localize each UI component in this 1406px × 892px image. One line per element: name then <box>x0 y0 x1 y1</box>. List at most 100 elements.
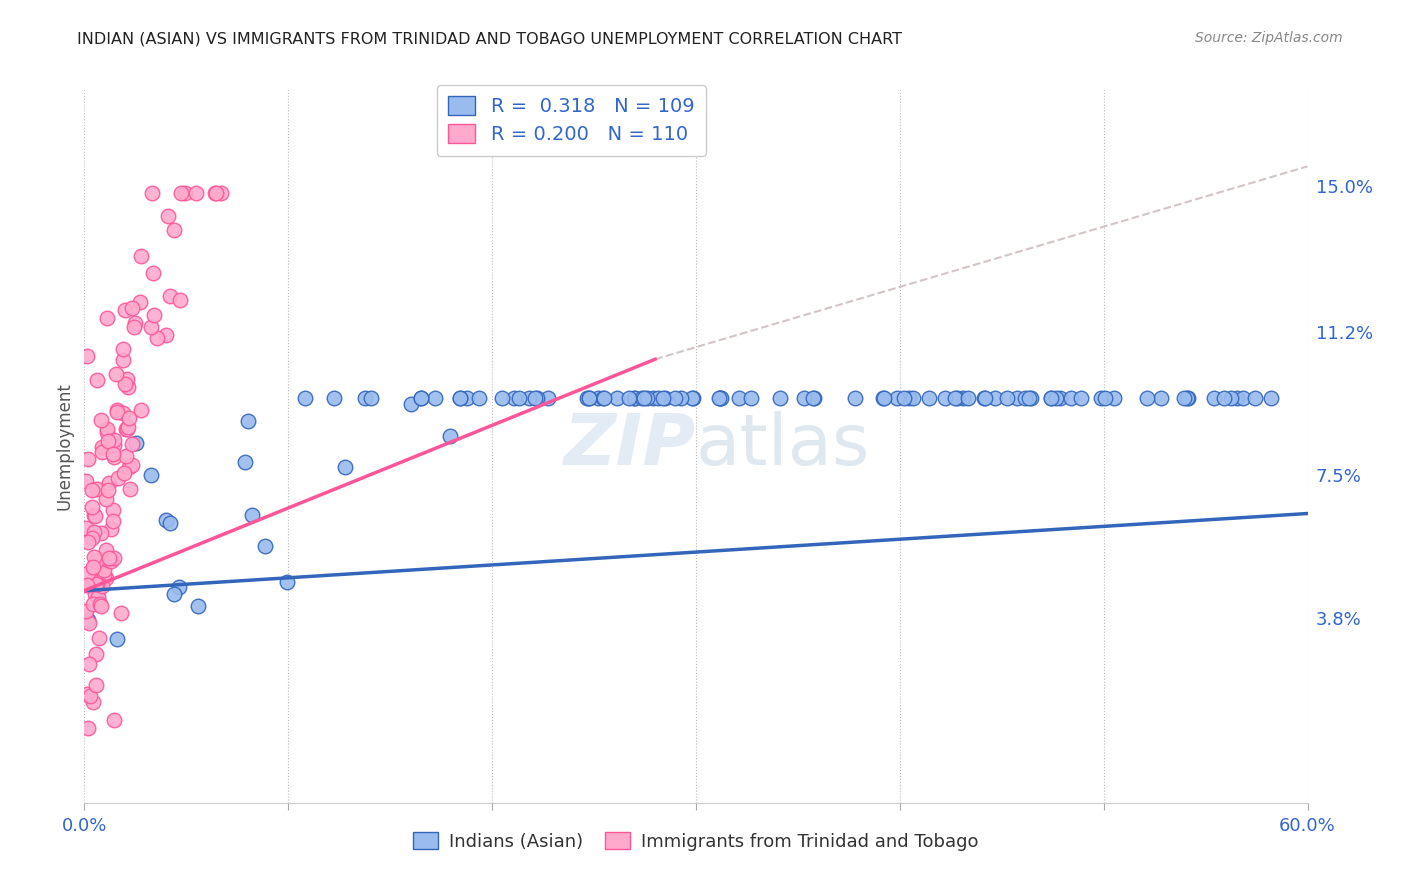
Point <box>727 391 749 405</box>
Point <box>155 513 177 527</box>
Point <box>100 522 122 536</box>
Point <box>124 316 146 330</box>
Point <box>1049 391 1071 405</box>
Point <box>1005 391 1028 405</box>
Point <box>170 186 193 201</box>
Point <box>117 419 139 434</box>
Point <box>1040 391 1063 405</box>
Point <box>86 373 108 387</box>
Point <box>118 410 141 425</box>
Point <box>651 391 673 405</box>
Point <box>204 186 226 201</box>
Point <box>526 391 548 405</box>
Point <box>75 521 97 535</box>
Point <box>75 605 97 619</box>
Point <box>76 349 98 363</box>
Point <box>803 391 825 405</box>
Point <box>401 397 423 411</box>
Point <box>84 558 107 572</box>
Point <box>425 391 447 405</box>
Point <box>333 460 356 475</box>
Point <box>77 721 100 735</box>
Point <box>103 713 125 727</box>
Point <box>709 391 731 405</box>
Point <box>118 460 141 475</box>
Point <box>75 475 97 489</box>
Point <box>184 186 207 201</box>
Point <box>681 391 703 405</box>
Point <box>240 508 263 523</box>
Point <box>104 367 127 381</box>
Point <box>1202 391 1225 405</box>
Point <box>952 391 974 405</box>
Point <box>77 451 100 466</box>
Point <box>523 391 546 405</box>
Text: ZIP: ZIP <box>564 411 696 481</box>
Point <box>449 391 471 405</box>
Point <box>96 425 118 439</box>
Point <box>769 391 792 405</box>
Point <box>84 554 107 568</box>
Point <box>1260 391 1282 405</box>
Point <box>82 500 104 514</box>
Point <box>623 391 645 405</box>
Point <box>76 687 98 701</box>
Point <box>105 403 128 417</box>
Point <box>873 391 896 405</box>
Point <box>1150 391 1173 405</box>
Text: INDIAN (ASIAN) VS IMMIGRANTS FROM TRINIDAD AND TOBAGO UNEMPLOYMENT CORRELATION C: INDIAN (ASIAN) VS IMMIGRANTS FROM TRINID… <box>77 31 903 46</box>
Point <box>508 391 530 405</box>
Text: Source: ZipAtlas.com: Source: ZipAtlas.com <box>1195 31 1343 45</box>
Point <box>107 471 129 485</box>
Point <box>578 391 600 405</box>
Point <box>456 391 478 405</box>
Point <box>90 413 112 427</box>
Point <box>623 391 645 405</box>
Point <box>636 391 658 405</box>
Point <box>139 468 162 483</box>
Point <box>100 554 122 568</box>
Point <box>943 391 966 405</box>
Point <box>491 391 513 405</box>
Point <box>90 445 112 459</box>
Point <box>145 331 167 345</box>
Point <box>893 391 915 405</box>
Point <box>115 422 138 436</box>
Text: atlas: atlas <box>696 411 870 481</box>
Point <box>411 391 433 405</box>
Point <box>1045 391 1067 405</box>
Point <box>94 492 117 507</box>
Point <box>114 302 136 317</box>
Point <box>1090 391 1112 405</box>
Point <box>103 450 125 464</box>
Point <box>94 542 117 557</box>
Point <box>86 585 108 599</box>
Point <box>946 391 969 405</box>
Point <box>84 678 107 692</box>
Point <box>105 632 128 646</box>
Point <box>111 343 134 357</box>
Point <box>163 587 186 601</box>
Point <box>1060 391 1083 405</box>
Point <box>1173 391 1195 405</box>
Point <box>204 186 226 201</box>
Point <box>86 577 108 591</box>
Point <box>124 435 146 450</box>
Point <box>502 391 524 405</box>
Point <box>82 559 104 574</box>
Point <box>669 391 692 405</box>
Point <box>294 391 316 405</box>
Point <box>89 597 111 611</box>
Point <box>124 320 146 334</box>
Point <box>101 515 124 529</box>
Point <box>934 391 956 405</box>
Point <box>117 372 139 386</box>
Point <box>96 422 118 436</box>
Point <box>844 391 866 405</box>
Point <box>872 391 894 405</box>
Point <box>1019 391 1042 405</box>
Point <box>1014 391 1036 405</box>
Point <box>631 391 654 405</box>
Point <box>91 440 114 454</box>
Point <box>740 391 762 405</box>
